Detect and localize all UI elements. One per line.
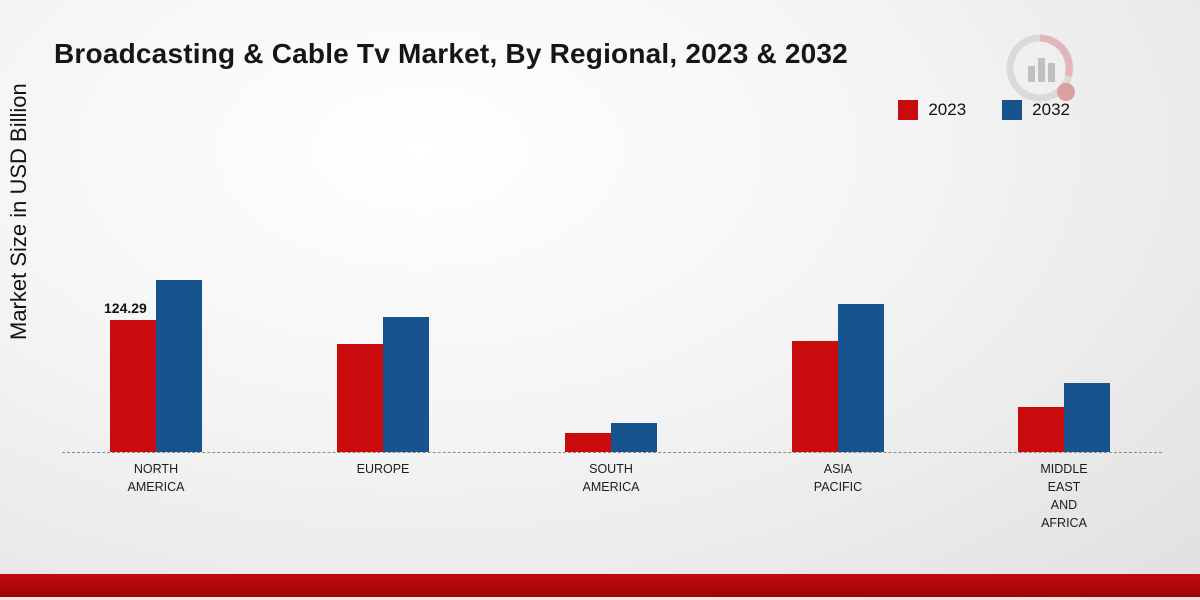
logo-graphic bbox=[1006, 34, 1075, 102]
bar-2032-europe bbox=[383, 317, 429, 452]
legend-item-2032: 2032 bbox=[1002, 100, 1070, 120]
bar-2023-asia-pacific bbox=[792, 341, 838, 452]
bar-2032-south-america bbox=[611, 423, 657, 452]
legend-label-2023: 2023 bbox=[928, 100, 967, 119]
y-axis-label: Market Size in USD Billion bbox=[6, 83, 31, 340]
bar-2032-middle-east-and-africa bbox=[1064, 383, 1110, 452]
bar-2023-europe bbox=[337, 344, 383, 452]
legend-swatch-2032 bbox=[1002, 100, 1023, 120]
category-label-south-america: SOUTH AMERICA bbox=[582, 462, 640, 495]
category-label-middle-east-and-africa: MIDDLE EAST AND AFRICA bbox=[1040, 462, 1088, 531]
legend: 2023 2032 bbox=[898, 100, 1070, 120]
bar-value-label: 124.29 bbox=[104, 300, 147, 316]
category-label-asia-pacific: ASIA PACIFIC bbox=[813, 462, 863, 495]
bar-2023-north-america bbox=[110, 320, 156, 452]
category-label-north-america: NORTH AMERICA bbox=[127, 462, 185, 495]
footer-red-band bbox=[0, 574, 1200, 597]
chart-title: Broadcasting & Cable Tv Market, By Regio… bbox=[54, 38, 848, 69]
legend-item-2023: 2023 bbox=[898, 100, 966, 120]
bar-2023-middle-east-and-africa bbox=[1018, 407, 1064, 452]
bar-2032-asia-pacific bbox=[838, 304, 884, 452]
bar-2032-north-america bbox=[156, 280, 202, 452]
x-axis-baseline bbox=[62, 452, 1162, 453]
legend-label-2032: 2032 bbox=[1032, 100, 1070, 119]
legend-swatch-2023 bbox=[898, 100, 919, 120]
company-logo bbox=[1002, 30, 1082, 115]
category-label-europe: EUROPE bbox=[356, 462, 410, 476]
bar-2023-south-america bbox=[565, 433, 611, 452]
